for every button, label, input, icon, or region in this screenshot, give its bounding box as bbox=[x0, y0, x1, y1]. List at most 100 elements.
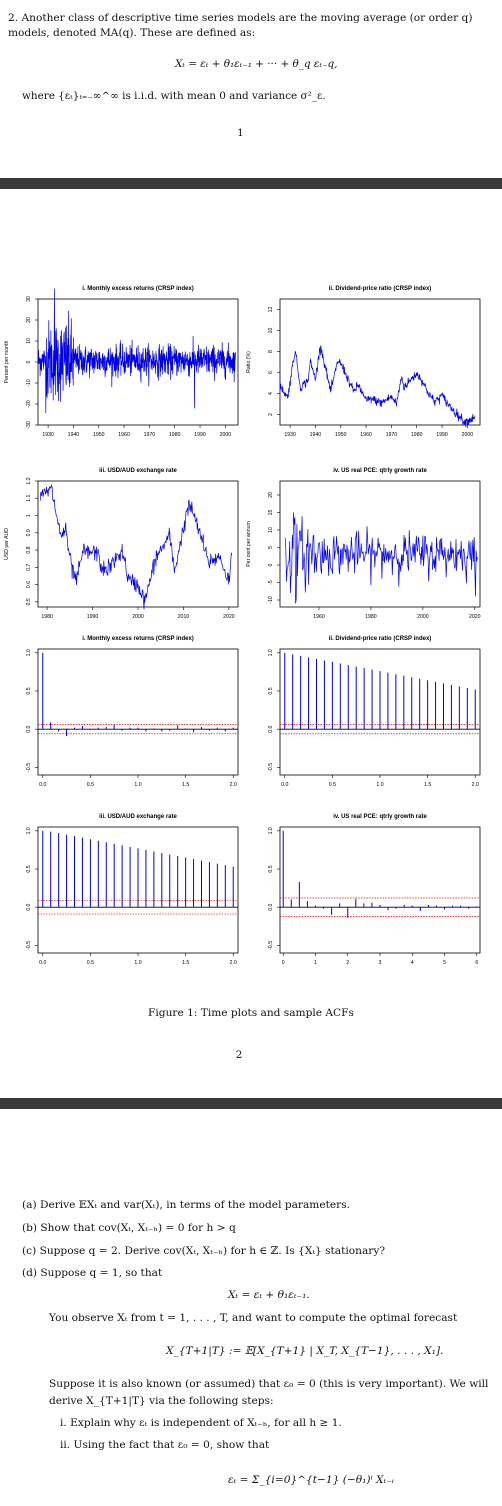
y-tick-label: 1.1 bbox=[26, 495, 32, 502]
x-tick-label: 0.5 bbox=[87, 782, 94, 788]
y-tick-label: -0.5 bbox=[268, 941, 274, 950]
y-tick-label: -5 bbox=[268, 580, 274, 585]
x-tick-label: 2.0 bbox=[230, 782, 237, 788]
figure-1-svg: i. Monthly excess returns (CRSP index) Pe… bbox=[4, 286, 481, 966]
chart-title: iii. USD/AUD exchange rate bbox=[99, 814, 177, 820]
question-d-ii: ii. Using the fact that ε₀ = 0, show tha… bbox=[60, 1439, 270, 1451]
y-tick-label: 0.0 bbox=[268, 725, 274, 732]
epsilon-sum-equation: εₜ = Σ_{i=0}^{t−1} (−θ₁)ⁱ Xₜ₋ᵢ bbox=[228, 1474, 394, 1486]
x-tick-label: 1.0 bbox=[134, 960, 141, 966]
y-tick-label: 0.0 bbox=[268, 903, 274, 910]
y-axis-label: Ratio (%) bbox=[246, 351, 252, 373]
chart-panel-1: i. Monthly excess returns (CRSP index) Pe… bbox=[4, 286, 239, 438]
y-tick-label: 1.0 bbox=[26, 649, 32, 656]
question-d-text: You observe Xₜ from t = 1, . . . , T, an… bbox=[49, 1312, 458, 1324]
question-d-text-2b: derive X_{T+1|T} via the following steps… bbox=[49, 1395, 274, 1407]
x-tick-label: 1930 bbox=[42, 432, 54, 438]
page-divider bbox=[0, 178, 502, 189]
x-tick-label: 2020 bbox=[223, 614, 235, 620]
x-tick-label: 1.0 bbox=[376, 782, 383, 788]
x-tick-label: 0 bbox=[282, 960, 285, 966]
x-tick-label: 1950 bbox=[93, 432, 105, 438]
y-tick-label: -0.5 bbox=[26, 941, 32, 950]
page-number-1: 1 bbox=[237, 127, 244, 139]
chart-panel-7: iii. USD/AUD exchange rate 0.0 0.5 1.0 1.5 2.… bbox=[26, 814, 239, 966]
figure-caption: Figure 1: Time plots and sample ACFs bbox=[148, 1007, 354, 1019]
x-tick-label: 1940 bbox=[68, 432, 80, 438]
y-tick-label: 0.5 bbox=[26, 687, 32, 694]
question-2-intro: 2. Another class of descriptive time ser… bbox=[8, 12, 473, 39]
plot-frame bbox=[37, 480, 239, 608]
y-tick-label: 1.0 bbox=[26, 827, 32, 834]
x-tick-label: 1.5 bbox=[182, 960, 189, 966]
y-tick-label: 0.8 bbox=[26, 546, 32, 553]
y-tick-label: 2 bbox=[268, 413, 274, 416]
x-tick-label: 1980 bbox=[365, 614, 377, 620]
x-tick-label: 5 bbox=[443, 960, 446, 966]
x-tick-label: 0.0 bbox=[39, 960, 46, 966]
x-tick-label: 3 bbox=[379, 960, 382, 966]
x-tick-label: 1990 bbox=[87, 614, 99, 620]
x-tick-label: 1 bbox=[314, 960, 317, 966]
series-line bbox=[39, 484, 232, 610]
x-tick-label: 2000 bbox=[462, 432, 474, 438]
chart-title: ii. Dividend-price ratio (CRSP index) bbox=[329, 286, 432, 292]
y-tick-label: 10 bbox=[26, 338, 32, 344]
x-tick-label: 2000 bbox=[132, 614, 144, 620]
y-tick-label: 4 bbox=[268, 392, 274, 395]
x-tick-label: 1.5 bbox=[424, 782, 431, 788]
x-tick-label: 4 bbox=[411, 960, 414, 966]
plot-frame bbox=[37, 648, 239, 776]
x-tick-label: 2.0 bbox=[472, 782, 479, 788]
x-tick-label: 1980 bbox=[411, 432, 423, 438]
chart-panel-8: iv. US real PCE: qtrly growth rate 0 1 2 3 4 5… bbox=[268, 814, 481, 966]
x-tick-label: 1970 bbox=[144, 432, 156, 438]
y-tick-label: 1 bbox=[26, 514, 32, 517]
x-tick-label: 1990 bbox=[194, 432, 206, 438]
x-tick-label: 0.0 bbox=[281, 782, 288, 788]
question-d: (d) Suppose q = 1, so that bbox=[22, 1267, 163, 1279]
chart-panel-5: i. Monthly excess returns (CRSP index) 0.… bbox=[26, 636, 239, 788]
page-1: 2. Another class of descriptive time ser… bbox=[0, 0, 502, 178]
y-tick-label: -10 bbox=[268, 596, 274, 604]
y-tick-label: 10 bbox=[268, 527, 274, 533]
y-tick-label: 0.0 bbox=[26, 725, 32, 732]
plot-frame bbox=[279, 480, 481, 608]
x-tick-label: 1940 bbox=[310, 432, 322, 438]
y-axis-label: Percent per month bbox=[4, 341, 10, 384]
x-tick-label: 2020 bbox=[469, 614, 481, 620]
question-b: (b) Show that cov(Xₜ, Xₜ₋ₕ) = 0 for h > … bbox=[22, 1222, 236, 1234]
y-tick-label: 0.5 bbox=[268, 865, 274, 872]
y-tick-label: 15 bbox=[268, 510, 274, 516]
x-tick-label: 1960 bbox=[360, 432, 372, 438]
questions-section: (a) Derive 𝔼Xₜ and var(Xₜ), in terms of … bbox=[0, 1109, 502, 1506]
x-tick-label: 2 bbox=[346, 960, 349, 966]
y-tick-label: -30 bbox=[26, 421, 32, 429]
x-tick-label: 1.0 bbox=[134, 782, 141, 788]
x-tick-label: 0.5 bbox=[87, 960, 94, 966]
x-tick-label: 1990 bbox=[436, 432, 448, 438]
x-tick-label: 1930 bbox=[284, 432, 296, 438]
x-tick-label: 1950 bbox=[335, 432, 347, 438]
y-tick-label: 20 bbox=[26, 317, 32, 323]
y-tick-label: -10 bbox=[26, 379, 32, 387]
series-line bbox=[37, 288, 236, 414]
question-a: (a) Derive 𝔼Xₜ and var(Xₜ), in terms of … bbox=[22, 1199, 351, 1211]
series-line bbox=[279, 345, 476, 428]
series-line bbox=[284, 512, 478, 604]
y-tick-label: 0 bbox=[268, 563, 274, 566]
chart-panel-4: iv. US real PCE: qtrly growth rate Per ce… bbox=[246, 468, 481, 620]
y-tick-label: 0.5 bbox=[26, 598, 32, 605]
y-tick-label: 8 bbox=[268, 350, 274, 353]
y-tick-label: 0.9 bbox=[26, 529, 32, 536]
y-tick-label: 1.0 bbox=[268, 827, 274, 834]
page-number-2: 2 bbox=[235, 1049, 243, 1061]
chart-panel-3: iii. USD/AUD exchange rate USD per AUD 198… bbox=[4, 468, 239, 620]
y-tick-label: 5 bbox=[268, 546, 274, 549]
plot-frame bbox=[279, 298, 481, 426]
y-tick-label: 6 bbox=[268, 371, 274, 374]
x-tick-label: 1980 bbox=[169, 432, 181, 438]
x-tick-label: 1960 bbox=[118, 432, 130, 438]
y-tick-label: -0.5 bbox=[26, 763, 32, 772]
x-tick-label: 0.0 bbox=[39, 782, 46, 788]
